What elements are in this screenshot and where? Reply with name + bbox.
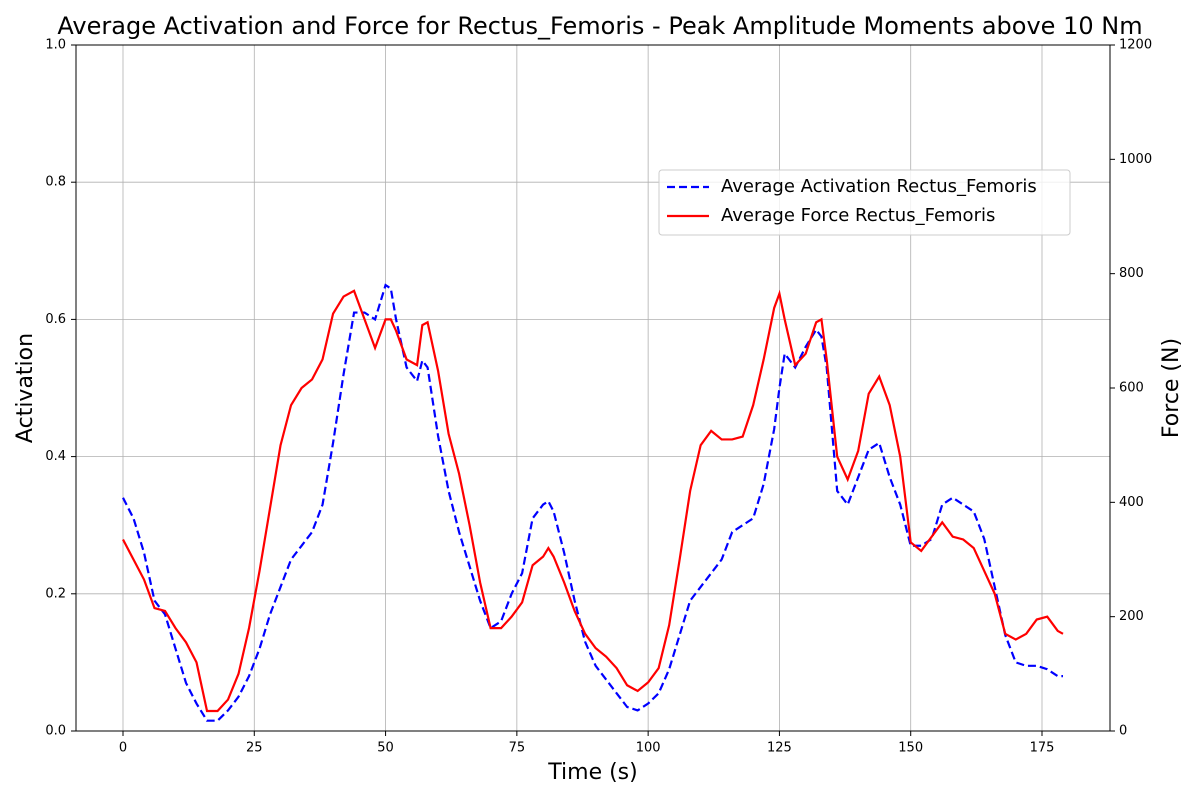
- x-tick-label: 25: [246, 741, 263, 756]
- y-axis-label: Activation: [13, 333, 38, 443]
- y2-tick-label: 0: [1119, 724, 1127, 739]
- y-tick-label: 1.0: [45, 38, 66, 53]
- x-tick-label: 50: [377, 741, 394, 756]
- y-tick-label: 0.8: [45, 175, 66, 190]
- y2-tick-label: 1200: [1119, 38, 1152, 53]
- y-tick-label: 0.4: [45, 449, 66, 464]
- y2-tick-label: 600: [1119, 381, 1144, 396]
- x-tick-label: 100: [636, 741, 661, 756]
- plot-frame: [75, 44, 1111, 732]
- x-tick-label: 125: [767, 741, 792, 756]
- legend-label: Average Activation Rectus_Femoris: [721, 176, 1037, 197]
- x-axis-label: Time (s): [547, 760, 637, 785]
- legend-box: [658, 169, 1071, 236]
- y2-axis-label: Force (N): [1159, 338, 1184, 438]
- y-tick-label: 0.0: [45, 724, 66, 739]
- x-tick-label: 0: [119, 741, 127, 756]
- y2-tick-label: 400: [1119, 495, 1144, 510]
- y2-tick-label: 800: [1119, 266, 1144, 281]
- legend-label: Average Force Rectus_Femoris: [721, 205, 995, 226]
- y2-tick-label: 200: [1119, 609, 1144, 624]
- y2-tick-label: 1000: [1119, 152, 1152, 167]
- x-tick-label: 150: [898, 741, 923, 756]
- legend: Average Activation Rectus_Femoris Average…: [658, 169, 1071, 236]
- chart-title: Average Activation and Force for Rectus_…: [57, 12, 1142, 40]
- series-line: [122, 283, 1063, 722]
- y-tick-label: 0.2: [45, 586, 66, 601]
- y-tick-label: 0.6: [45, 312, 66, 327]
- x-tick-label: 75: [509, 741, 526, 756]
- series-line: [122, 289, 1064, 713]
- x-tick-label: 175: [1030, 741, 1055, 756]
